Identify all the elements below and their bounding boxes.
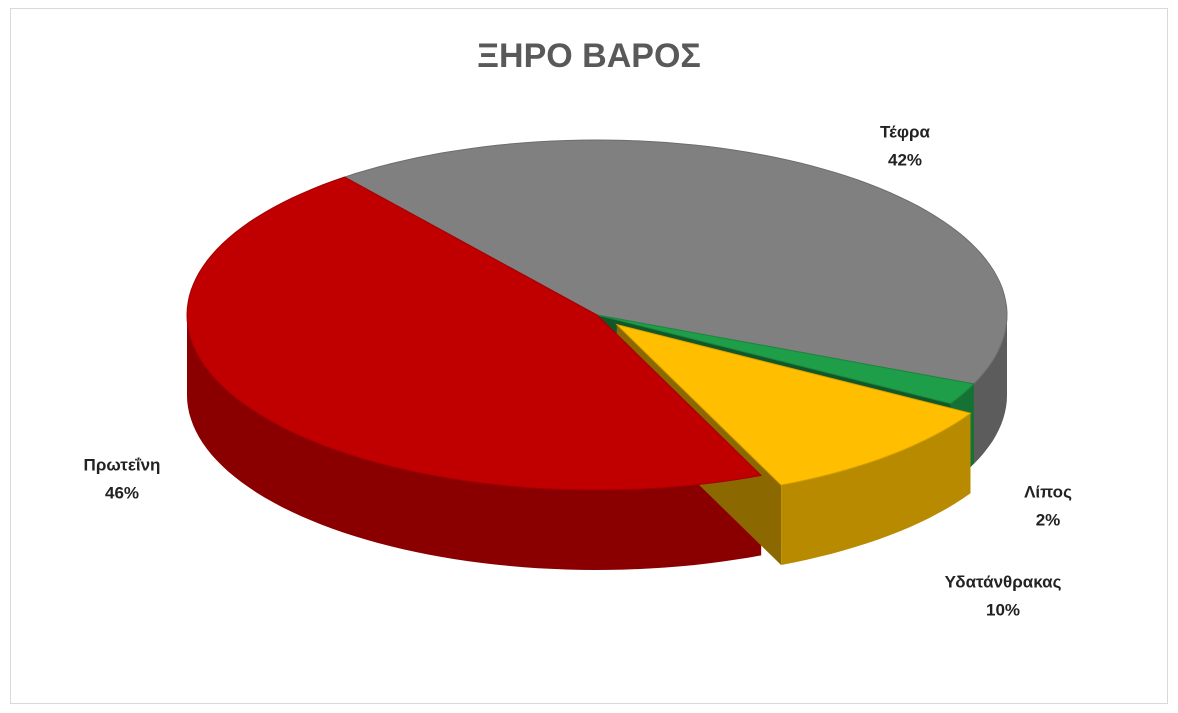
slice-label-category: Πρωτεΐνη: [84, 455, 161, 474]
pie-slice: [343, 139, 1008, 385]
slice-label-value: 42%: [888, 150, 922, 169]
pie-slice: [186, 176, 763, 491]
slice-side: [187, 315, 762, 570]
slice-label-category: Τέφρα: [880, 122, 930, 141]
slice-side: [973, 315, 1007, 464]
slice-label-value: 2%: [1036, 510, 1061, 529]
slice-label-value: 46%: [105, 483, 139, 502]
chart-title: ΞΗΡΟ ΒΑΡΟΣ: [477, 37, 701, 75]
slice-side: [781, 413, 971, 565]
slice-label-category: Λίπος: [1024, 482, 1072, 501]
pie-slice: [615, 323, 972, 486]
slice-label-category: Υδατάνθρακας: [945, 572, 1062, 591]
pie-slice: [596, 314, 975, 405]
slice-label-value: 10%: [986, 600, 1020, 619]
